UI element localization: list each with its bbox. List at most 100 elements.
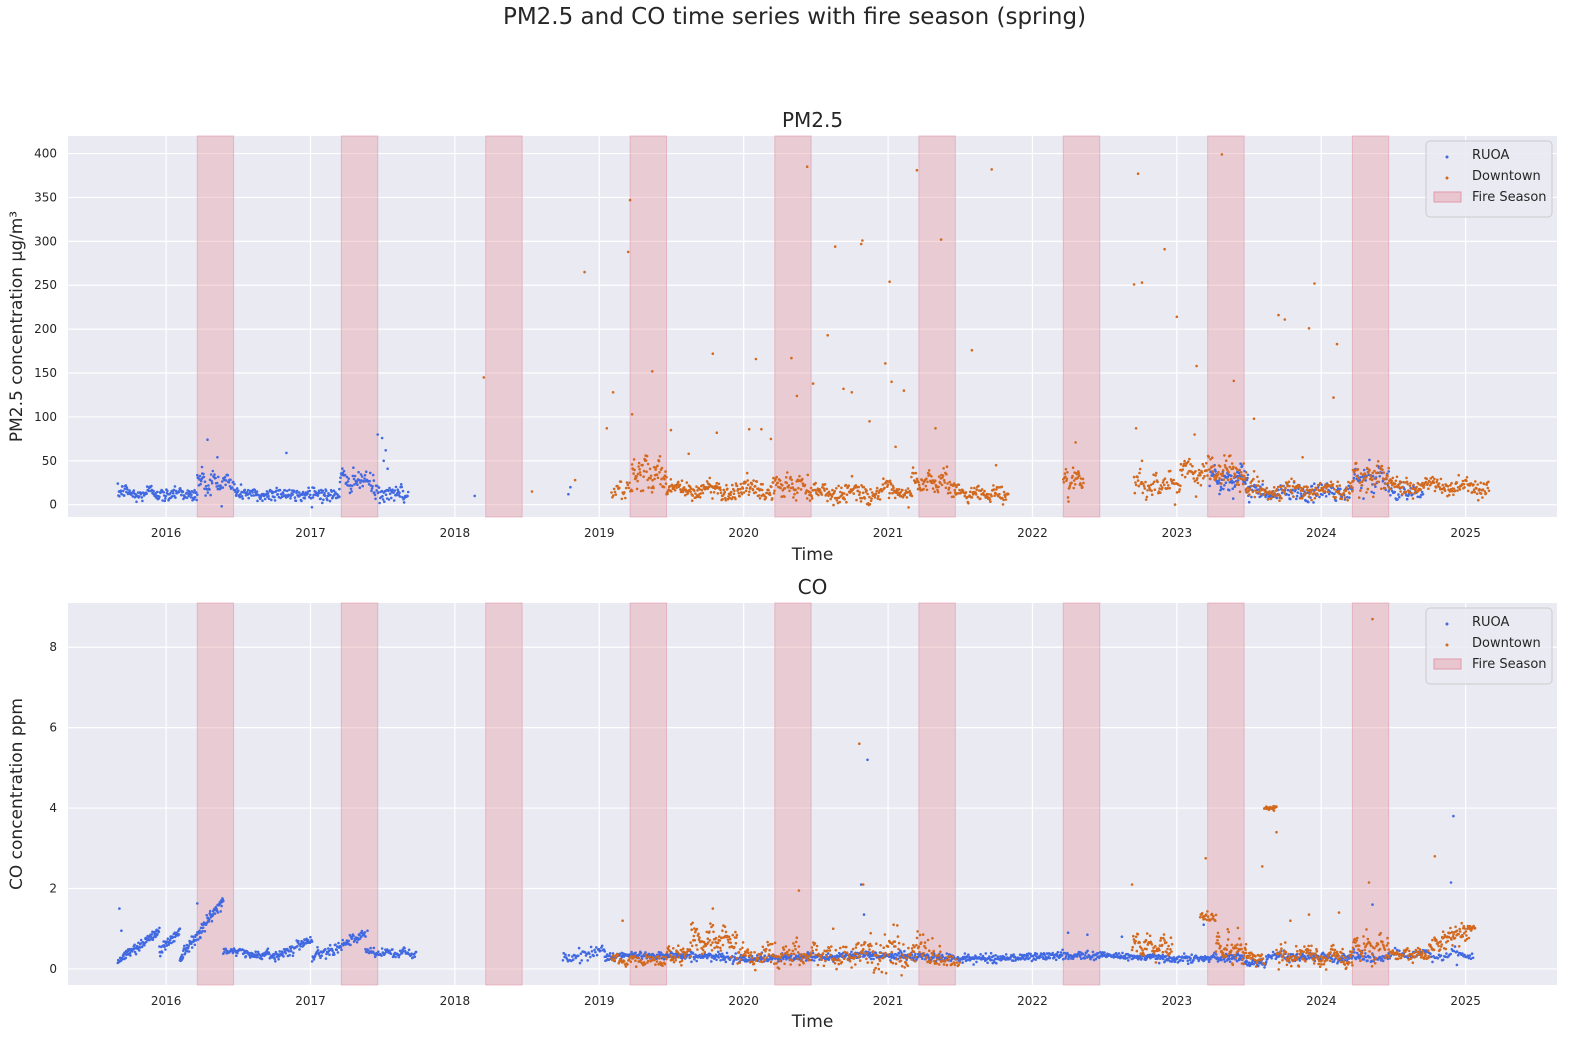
data-point-downtown — [1223, 464, 1227, 467]
data-point-ruoa — [1254, 486, 1258, 489]
data-point-downtown — [668, 949, 671, 952]
data-point-downtown — [644, 953, 648, 956]
data-point-downtown — [1435, 480, 1438, 484]
data-point-downtown — [854, 963, 857, 966]
data-point-downtown — [668, 484, 671, 488]
data-point-downtown — [1240, 473, 1244, 477]
data-point-ruoa — [1202, 923, 1205, 926]
data-point-downtown — [903, 494, 906, 497]
data-point-downtown — [781, 484, 784, 487]
data-point-ruoa — [1405, 497, 1409, 501]
data-point-downtown — [934, 954, 938, 957]
data-point-downtown — [1172, 478, 1175, 482]
data-point-downtown — [1194, 470, 1197, 473]
data-point-downtown — [718, 939, 722, 942]
data-point-ruoa — [403, 949, 407, 953]
data-point-downtown — [1408, 484, 1412, 488]
data-point-ruoa — [233, 482, 236, 486]
data-point-downtown — [726, 938, 730, 941]
data-point-downtown — [1389, 481, 1393, 485]
data-point-ruoa — [240, 495, 244, 498]
data-point-ruoa — [1189, 957, 1192, 960]
data-point-downtown — [1404, 490, 1408, 494]
data-point-downtown — [868, 420, 871, 423]
data-point-ruoa — [1298, 959, 1302, 962]
data-point-ruoa — [218, 902, 222, 905]
data-point-ruoa — [390, 496, 393, 500]
data-point-downtown — [1478, 487, 1481, 491]
data-point-ruoa — [199, 936, 202, 940]
data-point-downtown — [769, 960, 773, 964]
data-point-ruoa — [1056, 950, 1060, 954]
data-point-downtown — [1472, 483, 1475, 486]
data-point-downtown — [860, 496, 864, 500]
data-point-downtown — [689, 955, 692, 958]
data-point-ruoa — [1286, 488, 1290, 492]
data-point-ruoa — [303, 496, 307, 500]
data-point-downtown — [651, 370, 654, 373]
data-point-downtown — [921, 933, 925, 936]
data-point-downtown — [796, 957, 799, 961]
data-point-downtown — [648, 955, 652, 959]
data-point-ruoa — [318, 491, 321, 495]
data-point-downtown — [1387, 485, 1390, 489]
data-point-ruoa — [137, 941, 140, 945]
data-point-ruoa — [1430, 955, 1433, 958]
data-point-ruoa — [149, 935, 153, 939]
data-point-downtown — [1161, 950, 1165, 954]
data-point-ruoa — [253, 488, 257, 492]
data-point-downtown — [1424, 480, 1428, 484]
data-point-downtown — [1378, 471, 1381, 475]
data-point-ruoa — [680, 957, 684, 960]
data-point-ruoa — [340, 948, 343, 952]
data-point-downtown — [868, 502, 872, 506]
data-point-ruoa — [1453, 945, 1457, 948]
data-point-ruoa — [358, 937, 362, 940]
data-point-ruoa — [392, 491, 395, 494]
data-point-downtown — [1170, 950, 1173, 953]
data-point-downtown — [1145, 495, 1149, 499]
data-point-downtown — [680, 479, 684, 483]
data-point-downtown — [680, 964, 683, 967]
data-point-downtown — [951, 484, 955, 488]
data-point-downtown — [1484, 492, 1488, 495]
data-point-downtown — [869, 499, 873, 503]
data-point-downtown — [1208, 468, 1211, 471]
data-point-downtown — [1387, 466, 1390, 470]
data-point-downtown — [735, 956, 739, 960]
data-point-downtown — [1455, 481, 1459, 484]
data-point-ruoa — [1209, 957, 1212, 961]
data-point-downtown — [822, 487, 826, 490]
data-point-downtown — [691, 921, 694, 925]
data-point-downtown — [867, 944, 871, 948]
data-point-downtown — [914, 471, 918, 475]
data-point-downtown — [870, 497, 873, 500]
data-point-ruoa — [341, 938, 345, 942]
data-point-ruoa — [972, 963, 975, 966]
data-point-ruoa — [356, 483, 359, 487]
data-point-ruoa — [328, 943, 332, 947]
data-point-downtown — [750, 483, 754, 486]
data-point-ruoa — [272, 953, 276, 957]
data-point-downtown — [943, 481, 946, 484]
data-point-ruoa — [131, 495, 135, 498]
data-point-downtown — [787, 486, 790, 489]
data-point-downtown — [782, 948, 786, 951]
data-point-ruoa — [164, 494, 168, 498]
data-point-ruoa — [990, 958, 993, 962]
data-point-downtown — [669, 478, 673, 481]
data-point-ruoa — [950, 957, 954, 961]
data-point-downtown — [1309, 490, 1313, 494]
data-point-downtown — [733, 489, 736, 493]
data-point-downtown — [612, 487, 616, 491]
data-point-downtown — [1375, 471, 1378, 475]
data-point-downtown — [1373, 483, 1377, 486]
data-point-downtown — [892, 486, 895, 490]
data-point-downtown — [692, 934, 696, 938]
data-point-downtown — [921, 954, 924, 958]
legend-label: Downtown — [1472, 169, 1541, 184]
data-point-ruoa — [210, 919, 214, 923]
data-point-downtown — [611, 954, 615, 957]
data-point-ruoa — [1059, 951, 1063, 954]
data-point-ruoa — [1452, 949, 1456, 953]
